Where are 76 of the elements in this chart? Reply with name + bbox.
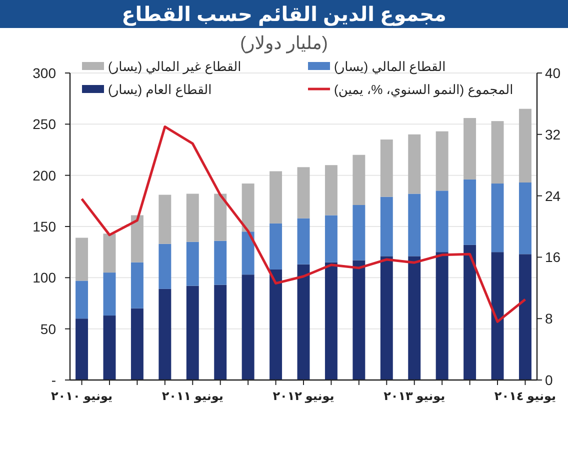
y2-tick-label: 24 [545,188,561,204]
bar [436,131,448,191]
x-tick-label: يونيو ٢٠١٣ [384,389,446,403]
bar [408,256,421,380]
bar [408,134,421,194]
bar [270,269,282,380]
chart-title: مجموع الدين القائم حسب القطاع [122,4,446,26]
x-tick-label: يونيو ٢٠١٤ [494,389,556,403]
bar [464,118,476,180]
bar [186,286,199,380]
bar [130,308,144,380]
y2-tick-label: 0 [545,372,553,388]
bar [214,284,227,380]
bar [518,108,532,182]
bar [76,318,88,380]
bar [380,140,393,197]
y2-tick-label: 16 [545,249,561,266]
bar [324,215,338,262]
bar [103,234,116,273]
bar [242,274,254,380]
legend-label: القطاع غير المالي (يسار) [108,59,242,75]
bar [436,190,448,252]
bar [352,154,366,206]
bar [518,254,532,380]
y-tick-label: 200 [32,167,56,184]
y2-tick-label: 40 [545,65,561,81]
bar [464,179,476,245]
bar [518,182,532,254]
y-tick-label: 100 [32,270,56,286]
legend-label: المجموع (النمو السنوي، %، يمين) [334,82,514,98]
bar [491,184,504,252]
bar [491,121,504,184]
chart-subtitle: (مليار دولار) [240,33,328,54]
bar [242,184,254,232]
x-tick-label: يونيو ٢٠١٠ [50,389,113,403]
bar [297,264,310,380]
bar [297,218,310,264]
bar [270,171,282,224]
x-tick-label: يونيو ٢٠١٢ [272,389,334,403]
bar [130,262,144,308]
bar [103,272,116,316]
y2-tick-label: 32 [545,126,561,142]
bar [270,223,282,270]
bar [158,244,172,289]
y-tick-label: 300 [32,65,56,81]
bar [158,194,172,244]
bar [491,252,504,380]
line-series [80,125,526,323]
bar [380,196,393,256]
bar [352,260,366,380]
y-tick-label: 50 [40,320,56,337]
bar [324,165,338,216]
bar [408,194,421,256]
bar [214,240,227,285]
legend-label: القطاع العام (يسار) [108,82,212,98]
bar [186,194,199,242]
y-tick-label: 150 [32,218,56,234]
bar [103,316,116,380]
legend-label: القطاع المالي (يسار) [334,59,446,75]
bar [76,238,88,281]
bar [464,244,476,380]
y2-tick-label: 8 [545,310,553,327]
bar [352,205,366,260]
bar [242,232,254,275]
bar [380,256,393,380]
bar [186,242,199,286]
x-tick-label: يونيو ٢٠١١ [162,389,224,403]
bar [324,262,338,380]
bar [436,252,448,380]
bar [297,167,310,218]
y-tick-label: - [51,372,56,388]
bar [214,194,227,241]
bar [76,280,88,319]
bar [130,215,144,262]
bar [158,288,172,380]
y-tick-label: 250 [32,116,56,132]
